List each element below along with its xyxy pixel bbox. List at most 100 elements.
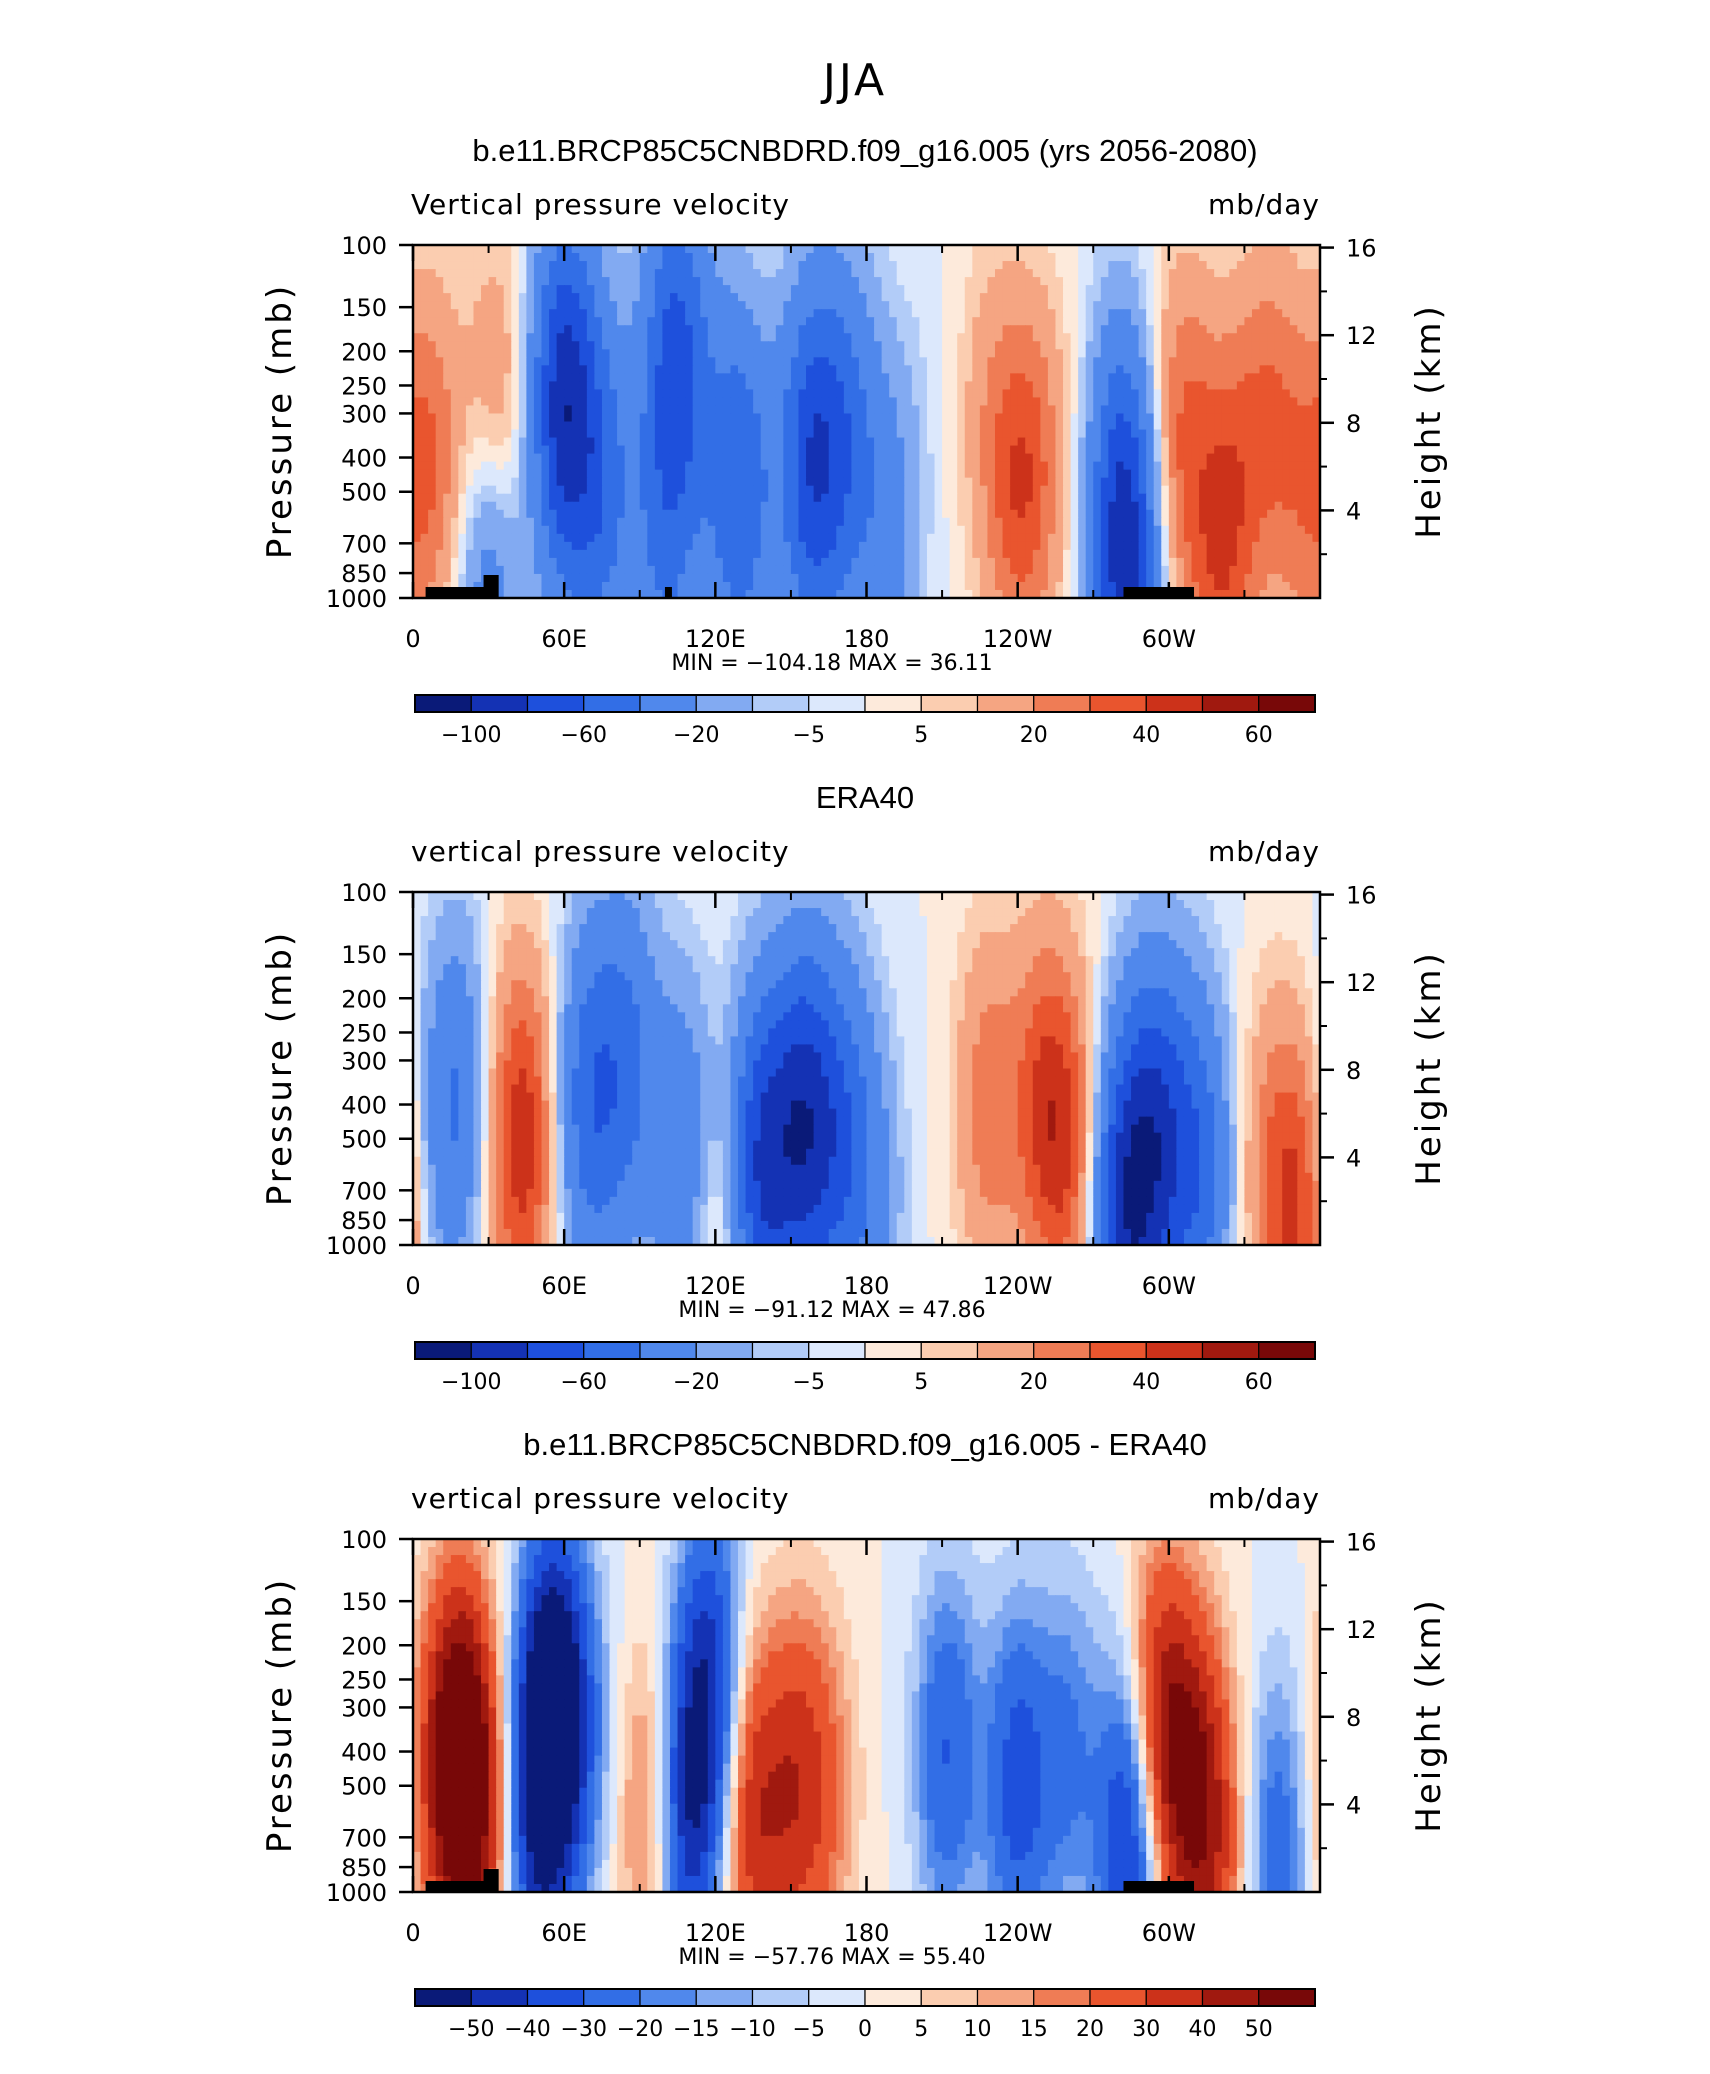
field-cell xyxy=(586,405,595,415)
field-cell xyxy=(624,485,633,495)
field-cell xyxy=(738,381,747,391)
field-cell xyxy=(1259,493,1268,503)
field-cell xyxy=(541,517,550,527)
field-cell xyxy=(926,261,936,270)
field-cell xyxy=(428,293,437,302)
field-cell xyxy=(1123,413,1132,423)
field-cell xyxy=(586,285,595,294)
field-cell xyxy=(654,501,664,511)
field-cell xyxy=(722,469,732,479)
field-cell xyxy=(1085,549,1094,559)
field-cell xyxy=(987,261,996,270)
field-cell xyxy=(609,533,618,543)
field-cell xyxy=(1161,509,1170,519)
field-cell xyxy=(662,525,671,535)
field-cell xyxy=(806,269,815,278)
field-cell xyxy=(1002,293,1011,302)
field-cell xyxy=(549,493,558,503)
field-cell xyxy=(443,349,452,358)
field-cell xyxy=(496,413,505,423)
field-cell xyxy=(1010,461,1019,471)
field-cell xyxy=(836,453,845,463)
field-cell xyxy=(1161,557,1170,567)
field-cell xyxy=(843,421,852,431)
field-cell xyxy=(1214,317,1223,326)
field-cell xyxy=(926,301,936,310)
field-cell xyxy=(518,461,527,471)
field-cell xyxy=(1214,525,1223,535)
field-cell xyxy=(647,485,656,495)
field-cell xyxy=(1131,333,1140,342)
field-cell xyxy=(949,541,958,551)
field-cell xyxy=(1161,317,1170,326)
field-cell xyxy=(639,517,648,527)
field-cell xyxy=(828,517,837,527)
field-cell xyxy=(979,293,989,302)
field-cell xyxy=(836,429,845,439)
field-cell xyxy=(503,437,512,447)
field-cell xyxy=(949,469,958,479)
field-cell xyxy=(1040,317,1049,326)
field-cell xyxy=(1214,269,1223,278)
field-cell xyxy=(715,269,724,278)
field-cell xyxy=(1191,405,1200,415)
field-cell xyxy=(911,501,921,511)
field-cell xyxy=(934,525,943,535)
field-cell xyxy=(775,445,784,455)
field-cell xyxy=(1063,413,1072,423)
field-cell xyxy=(571,525,580,535)
field-cell xyxy=(851,477,860,487)
field-cell xyxy=(1085,333,1094,342)
field-cell xyxy=(564,421,573,431)
field-cell xyxy=(745,437,754,447)
field-cell xyxy=(669,429,679,439)
field-cell xyxy=(1274,389,1283,399)
field-cell xyxy=(1017,461,1026,471)
field-cell xyxy=(450,333,459,342)
field-cell xyxy=(700,405,709,415)
field-cell xyxy=(1100,341,1109,350)
field-cell xyxy=(881,421,890,431)
field-cell xyxy=(677,333,686,342)
field-cell xyxy=(1002,333,1011,342)
field-cell xyxy=(919,333,928,342)
field-cell xyxy=(496,253,505,262)
field-cell xyxy=(458,405,467,415)
field-cell xyxy=(496,293,505,302)
field-cell xyxy=(866,381,875,391)
field-cell xyxy=(1206,525,1215,535)
field-cell xyxy=(858,485,868,495)
field-cell xyxy=(768,389,777,399)
field-cell xyxy=(450,477,459,487)
field-cell xyxy=(783,541,792,551)
field-cell xyxy=(601,341,611,350)
field-cell xyxy=(1176,445,1185,455)
field-cell xyxy=(753,429,762,439)
field-cell xyxy=(1274,525,1283,535)
field-cell xyxy=(1297,333,1306,342)
field-cell xyxy=(579,405,588,415)
field-cell xyxy=(496,573,505,583)
field-cell xyxy=(889,565,898,575)
field-cell xyxy=(911,565,921,575)
field-cell xyxy=(564,509,573,519)
field-cell xyxy=(1297,557,1306,567)
field-cell xyxy=(496,357,505,366)
field-cell xyxy=(843,381,852,391)
field-cell xyxy=(942,349,951,358)
field-cell xyxy=(1002,437,1011,447)
field-cell xyxy=(1176,533,1185,543)
field-cell xyxy=(1312,381,1321,391)
field-cell xyxy=(1229,557,1238,567)
field-cell xyxy=(987,565,996,575)
field-cell xyxy=(1138,453,1147,463)
field-cell xyxy=(1025,269,1034,278)
field-cell xyxy=(1297,517,1306,527)
field-cell xyxy=(1214,373,1223,382)
field-cell xyxy=(806,277,815,286)
field-cell xyxy=(617,309,626,318)
field-cell xyxy=(481,301,490,310)
field-cell xyxy=(1282,461,1291,471)
field-cell xyxy=(1251,565,1261,575)
field-cell xyxy=(632,309,641,318)
